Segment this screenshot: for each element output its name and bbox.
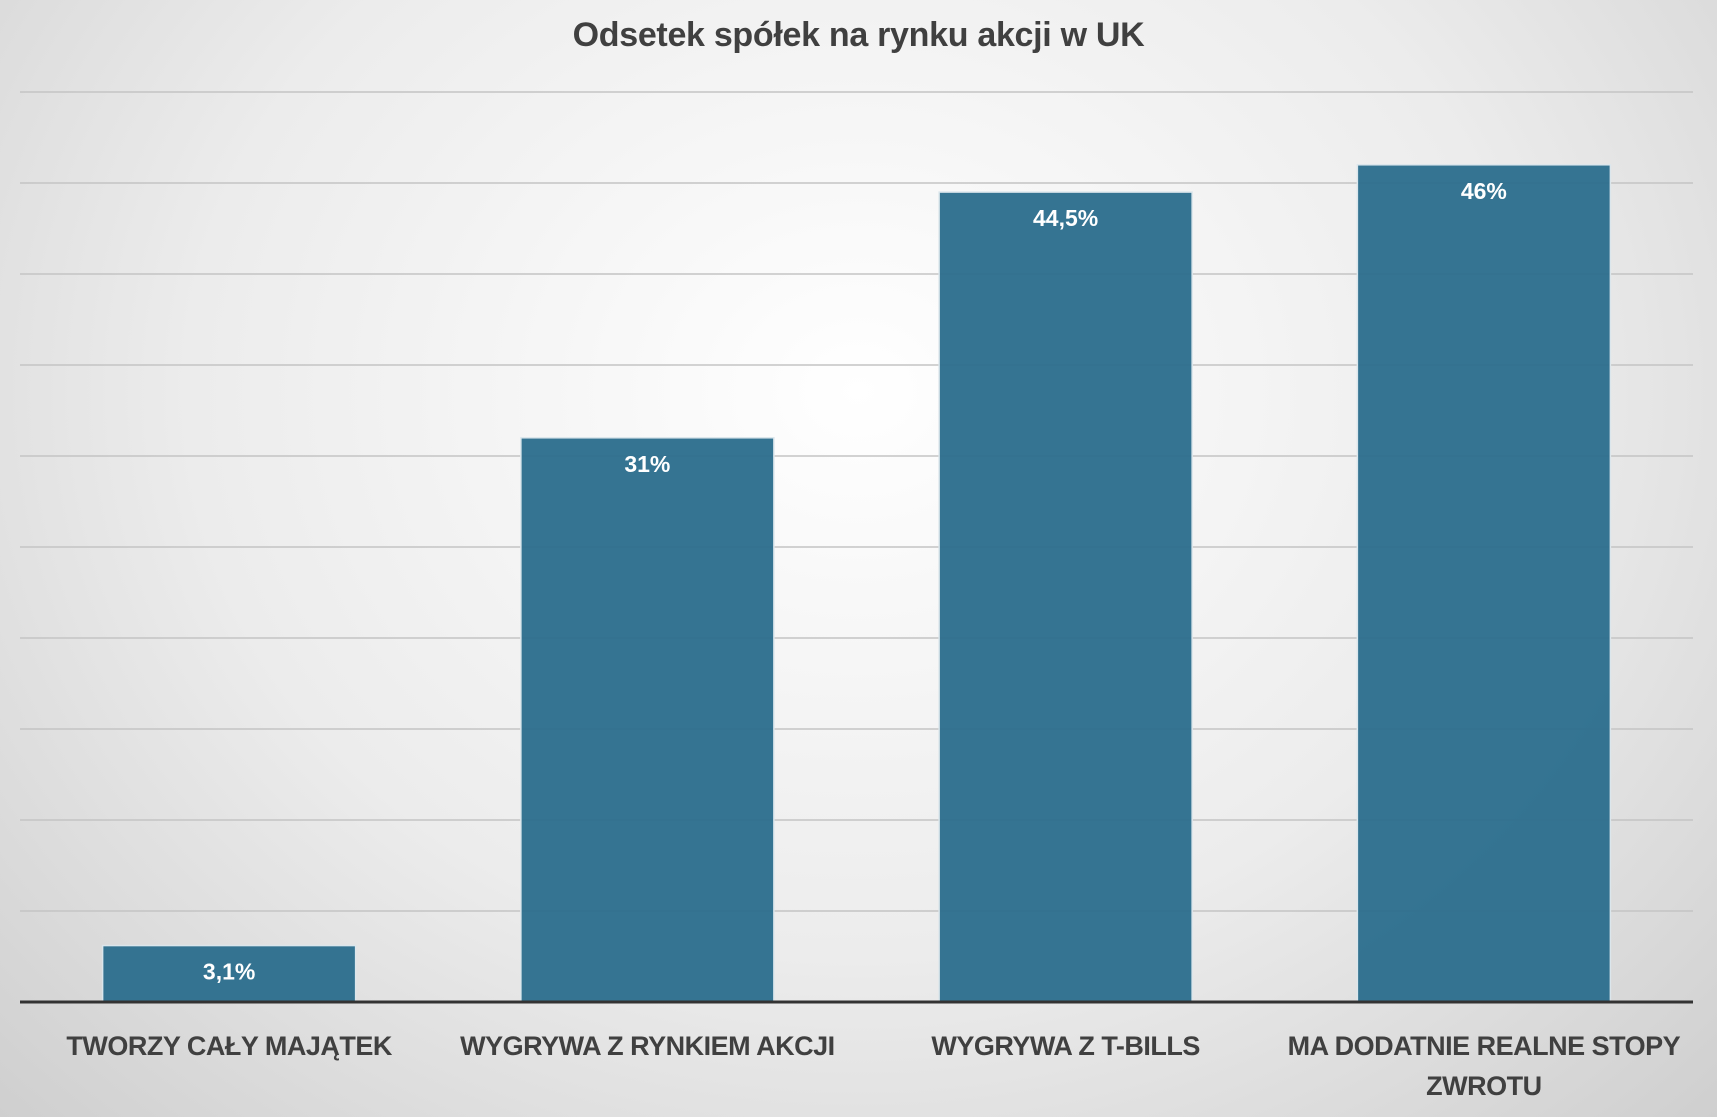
data-label: 44,5% xyxy=(1033,205,1098,231)
x-tick-label: WYGRYWA Z RYNKIEM AKCJI xyxy=(460,1031,835,1061)
x-tick-label: TWORZY CAŁY MAJĄTEK xyxy=(66,1031,392,1061)
data-label: 31% xyxy=(624,451,670,477)
data-label: 46% xyxy=(1461,178,1507,204)
bar xyxy=(101,944,357,1003)
chart-title: Odsetek spółek na rynku akcji w UK xyxy=(572,16,1145,54)
bar xyxy=(520,437,775,1003)
x-tick-label: WYGRYWA Z T-BILLS xyxy=(931,1031,1200,1061)
bar xyxy=(1356,164,1612,1003)
x-tick-label: MA DODATNIE REALNE STOPY ZWROTU xyxy=(1287,1031,1681,1101)
bar xyxy=(938,191,1193,1003)
data-label: 3,1% xyxy=(203,959,255,985)
